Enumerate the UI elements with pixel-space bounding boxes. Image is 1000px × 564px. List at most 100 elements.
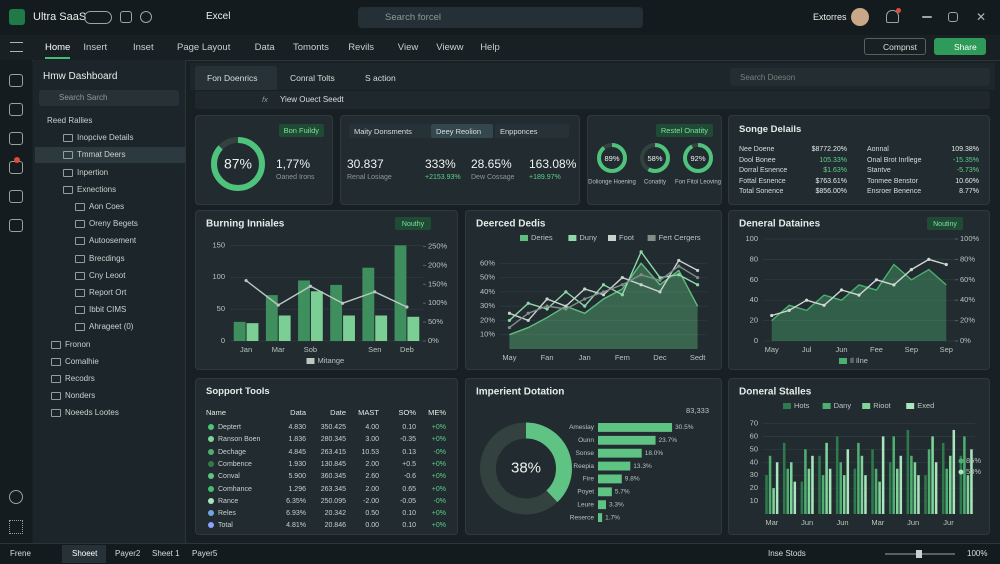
doc-search[interactable] [730, 68, 990, 86]
bar [790, 462, 793, 514]
sheet-tab[interactable]: Payer5 [192, 549, 218, 558]
menu-icon[interactable] [10, 42, 23, 52]
rail-icon[interactable] [9, 132, 23, 145]
sheet-tab[interactable]: Shoeet [72, 549, 98, 558]
save-icon[interactable] [120, 11, 132, 23]
ribbon-tab[interactable]: Data [254, 42, 275, 53]
row-dot [208, 424, 214, 430]
point [909, 268, 913, 272]
sidebar-search[interactable] [39, 90, 179, 106]
tree-item[interactable]: Oreny Begets [89, 219, 138, 229]
sheet-tab[interactable]: Sheet 1 [152, 549, 180, 558]
filter-dropdown[interactable] [431, 124, 493, 138]
ribbon-tab[interactable]: Tomonts [293, 42, 329, 53]
tree-item[interactable]: Inpertion [77, 167, 109, 177]
close[interactable]: ✕ [976, 10, 987, 24]
table-cell: 250.095 [320, 497, 346, 505]
bar [927, 449, 931, 514]
ribbon-tab[interactable]: Insert [83, 42, 108, 53]
tree-item[interactable]: Recodrs [65, 374, 95, 383]
tree-item[interactable]: Autoosement [89, 236, 137, 246]
ribbon-tab[interactable]: Home [45, 42, 71, 53]
rail-icon[interactable] [9, 219, 23, 232]
autosave-toggle[interactable] [84, 11, 112, 24]
rail-icon[interactable] [9, 103, 23, 116]
view-label[interactable]: Inse Stods [768, 549, 806, 558]
filter-dropdown[interactable] [495, 124, 569, 138]
sheet-tab[interactable]: Payer2 [115, 549, 141, 558]
tree-item[interactable]: Comalhie [65, 356, 99, 366]
ribbon-tab[interactable]: Revils [348, 42, 375, 53]
ribbon-tab[interactable]: Page Layout [177, 42, 231, 53]
tree-item[interactable]: Fronon [65, 339, 91, 349]
share-button[interactable] [934, 38, 986, 55]
detail-name: Ensroer Benence [867, 188, 922, 195]
filter-dropdown[interactable] [349, 124, 431, 138]
active-sheet-tab[interactable] [62, 545, 106, 563]
tree-item[interactable]: Aon Coes [89, 202, 125, 211]
point [507, 311, 512, 315]
zoom-thumb[interactable] [916, 550, 922, 558]
bar [934, 462, 938, 514]
table-cell: 6.35% [286, 497, 306, 505]
bar [804, 449, 807, 514]
tree-item[interactable]: Ibbit CIMS [89, 305, 127, 315]
chart-svg: Burning Inniales Nouthy 0 50 100 150 0% 50% 100%… [206, 217, 448, 365]
doc-tab[interactable]: S action [365, 73, 396, 83]
tree-item[interactable]: Cny Leoot [89, 270, 126, 280]
avatar[interactable] [851, 8, 869, 26]
file-name[interactable]: Excel [206, 11, 231, 22]
y-tick-label: 40 [750, 295, 758, 304]
tree-item[interactable]: Brecdings [89, 253, 125, 263]
undo-icon[interactable] [140, 11, 152, 23]
comment-button[interactable] [864, 38, 926, 55]
tree-item[interactable]: Ahrageet (0) [89, 322, 134, 332]
tree-item[interactable]: Inopcive Details [77, 133, 134, 143]
line [245, 279, 408, 308]
ribbon-tab[interactable]: Vieww [436, 42, 464, 53]
rail-icon[interactable] [9, 190, 23, 203]
doc-tab[interactable]: Fon Doenrics [207, 73, 258, 83]
total-label: 83,333 [686, 406, 709, 415]
doc-tab[interactable]: Conral Tolts [290, 73, 335, 83]
metric-value: 333% [425, 157, 456, 171]
tree-item[interactable]: Nonders [65, 391, 96, 401]
ribbon-tab[interactable]: Help [480, 42, 500, 53]
column-header: SO% [398, 408, 416, 417]
formula-bar[interactable] [195, 91, 990, 109]
y-tick-label: 60 [750, 431, 758, 440]
ring-arc [683, 143, 713, 173]
ribbon-tab[interactable]: View [397, 42, 419, 53]
maximize[interactable] [948, 12, 958, 22]
rail-icon[interactable] [9, 74, 23, 87]
chart-title: Deneral Dataines [739, 219, 821, 230]
user-name[interactable]: Extorres [813, 12, 847, 22]
card-title: Songe Delails [739, 124, 802, 135]
y-tick-label: 10 [750, 496, 758, 505]
tree-item[interactable]: Noeeds Lootes [65, 408, 119, 418]
bar [782, 442, 786, 514]
ribbon-tab[interactable]: Inset [133, 42, 154, 53]
search-box[interactable] [358, 7, 643, 28]
app-icon[interactable] [9, 9, 25, 25]
metric-value: 163.08% [529, 157, 577, 171]
chart-title: Burning Inniales [206, 219, 285, 230]
tree-item[interactable]: Reed Rallies [47, 116, 93, 125]
minimize[interactable] [922, 16, 932, 18]
tree-item[interactable]: Tmmat Deers [77, 150, 126, 160]
account-icon[interactable] [9, 490, 23, 504]
active-doc-tab[interactable] [195, 66, 277, 90]
tree-item[interactable]: Report Ort [89, 288, 127, 297]
bell-icon[interactable] [886, 10, 899, 23]
chart-svg: Doneral Stalles 10 20 30 40 50 60 70 Mar Jun Jun Ma… [739, 387, 981, 527]
zoom-level[interactable]: 100% [967, 549, 988, 558]
apps-icon[interactable] [9, 520, 23, 534]
bar [775, 462, 779, 514]
bar [871, 449, 874, 514]
x-tick-label: Sep [940, 345, 953, 354]
table-cell: -0% [433, 497, 446, 505]
folder-icon [63, 168, 73, 177]
tree-item[interactable]: Exnections [77, 184, 117, 194]
point [405, 305, 409, 309]
point [658, 278, 662, 283]
